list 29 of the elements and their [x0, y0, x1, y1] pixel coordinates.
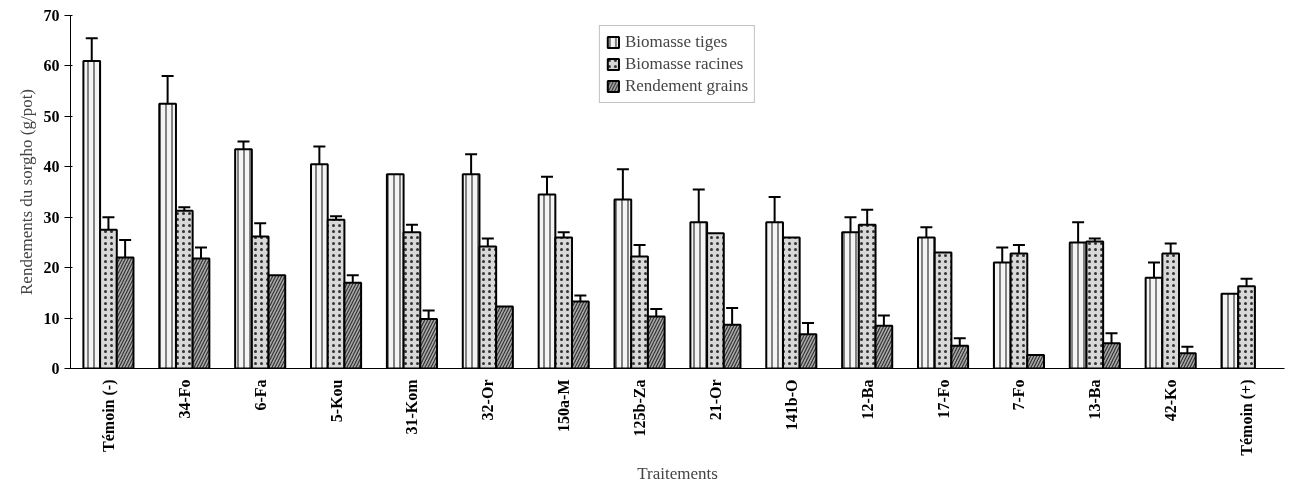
y-tick-label: 10 — [43, 309, 60, 327]
x-tick-label: 42-Ko — [1162, 379, 1180, 422]
y-axis-title: Rendements du sorgho (g/pot) — [16, 88, 36, 296]
x-tick-label: 12-Ba — [858, 379, 876, 420]
x-tick-label: 31-Kom — [403, 378, 421, 435]
legend-label: Biomasse tiges — [624, 32, 728, 52]
x-tick-label: Témoin (-) — [99, 379, 118, 452]
y-tick-label: 50 — [43, 107, 60, 125]
legend-label: Rendement grains — [624, 76, 749, 96]
x-tick-label: 32-Or — [479, 379, 497, 421]
y-tick-label: 20 — [43, 259, 60, 277]
x-tick-label: 17-Fo — [934, 379, 952, 419]
x-tick-label: 6-Fa — [251, 379, 269, 411]
y-tick-label: 30 — [43, 208, 60, 226]
x-tick-label: 13-Ba — [1086, 379, 1104, 420]
y-tick-label: 40 — [43, 158, 60, 176]
x-tick-label: 34-Fo — [175, 379, 193, 419]
x-tick-label: 21-Or — [706, 379, 724, 421]
y-tick-label: 60 — [43, 57, 60, 75]
y-tick-label: 70 — [43, 7, 60, 24]
legend-label: Biomasse racines — [624, 54, 744, 74]
x-axis-title: Traitements — [637, 463, 718, 483]
x-tick-label: 7-Fo — [1010, 379, 1028, 411]
y-tick-label: 0 — [51, 360, 60, 377]
x-tick-label: 5-Kou — [327, 379, 345, 423]
x-tick-label: 125b-Za — [631, 379, 649, 437]
x-tick-label: 141b-O — [782, 379, 800, 431]
x-tick-label: 150a-M — [555, 379, 573, 432]
x-tick-label: Témoin (+) — [1238, 379, 1257, 456]
